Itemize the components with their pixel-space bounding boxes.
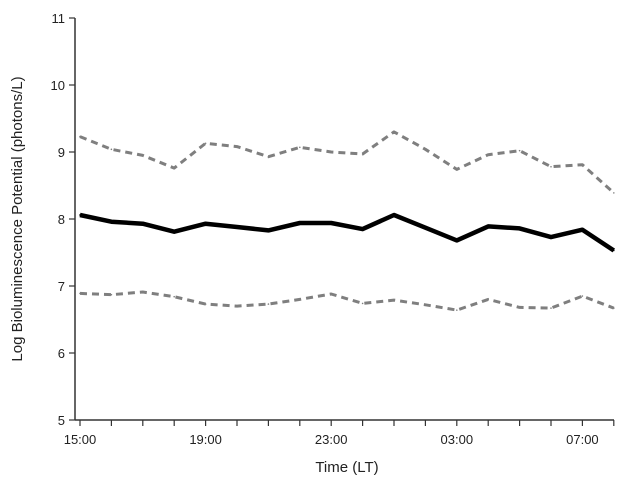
data-point: [79, 135, 81, 138]
data-point: [361, 302, 364, 305]
data-point: [550, 307, 552, 309]
data-point: [393, 299, 395, 301]
data-point: [173, 230, 175, 233]
data-point: [236, 226, 238, 228]
data-point: [204, 142, 207, 145]
data-point: [267, 155, 270, 158]
data-point: [236, 305, 238, 307]
y-tick-label: 11: [52, 11, 66, 26]
data-point: [393, 214, 395, 216]
data-point: [361, 228, 364, 230]
data-point: [393, 131, 395, 133]
data-point: [267, 303, 270, 305]
data-point: [456, 168, 458, 171]
data-point: [330, 151, 333, 153]
y-tick-label: 8: [58, 212, 65, 227]
lower-bound-dashed-line: [79, 290, 615, 312]
data-point: [613, 307, 615, 309]
y-tick-label: 9: [58, 145, 65, 160]
data-point: [518, 306, 521, 309]
data-point: [330, 222, 333, 224]
data-point: [613, 192, 615, 194]
data-point: [267, 229, 270, 232]
data-point: [581, 295, 584, 297]
data-point: [613, 249, 615, 252]
data-point: [424, 148, 427, 151]
data-point: [204, 222, 207, 225]
data-point: [424, 226, 427, 229]
data-point: [110, 148, 113, 151]
y-tick-label: 7: [58, 279, 65, 294]
data-point: [550, 165, 552, 168]
data-point: [173, 295, 175, 298]
x-axis-title: Time (LT): [315, 459, 378, 476]
data-point: [142, 154, 144, 157]
data-point: [456, 239, 458, 242]
x-tick-label: 03:00: [441, 432, 474, 447]
y-axis-title: Log Bioluminescence Potential (photons/L…: [9, 76, 26, 361]
x-tick-label: 07:00: [566, 432, 599, 447]
x-tick-label: 19:00: [189, 432, 222, 447]
data-point: [79, 214, 81, 216]
data-point: [236, 145, 238, 148]
y-tick-label: 6: [58, 346, 65, 361]
mean-solid-line: [79, 212, 616, 253]
data-point: [581, 163, 584, 166]
data-point: [299, 146, 301, 149]
data-point: [173, 167, 175, 169]
data-point: [110, 220, 113, 223]
data-point: [110, 293, 113, 296]
data-point: [142, 291, 144, 293]
data-point: [456, 309, 458, 311]
data-point: [487, 153, 490, 156]
y-tick-label: 10: [51, 78, 65, 93]
data-point: [299, 298, 301, 301]
data-point: [361, 153, 364, 155]
data-point: [487, 225, 490, 228]
data-point: [424, 303, 427, 306]
data-point: [330, 293, 333, 295]
data-point: [550, 236, 552, 238]
data-point: [487, 298, 490, 301]
x-tick-label: 23:00: [315, 432, 348, 447]
data-point: [204, 303, 207, 305]
data-point: [299, 222, 301, 224]
upper-bound-dashed-line: [79, 130, 615, 195]
data-point: [142, 222, 144, 225]
data-point: [581, 228, 584, 231]
x-tick-label: 15:00: [64, 432, 97, 447]
data-point: [518, 149, 521, 152]
data-point: [79, 292, 81, 295]
y-tick-label: 5: [58, 413, 65, 428]
data-point: [518, 227, 521, 230]
